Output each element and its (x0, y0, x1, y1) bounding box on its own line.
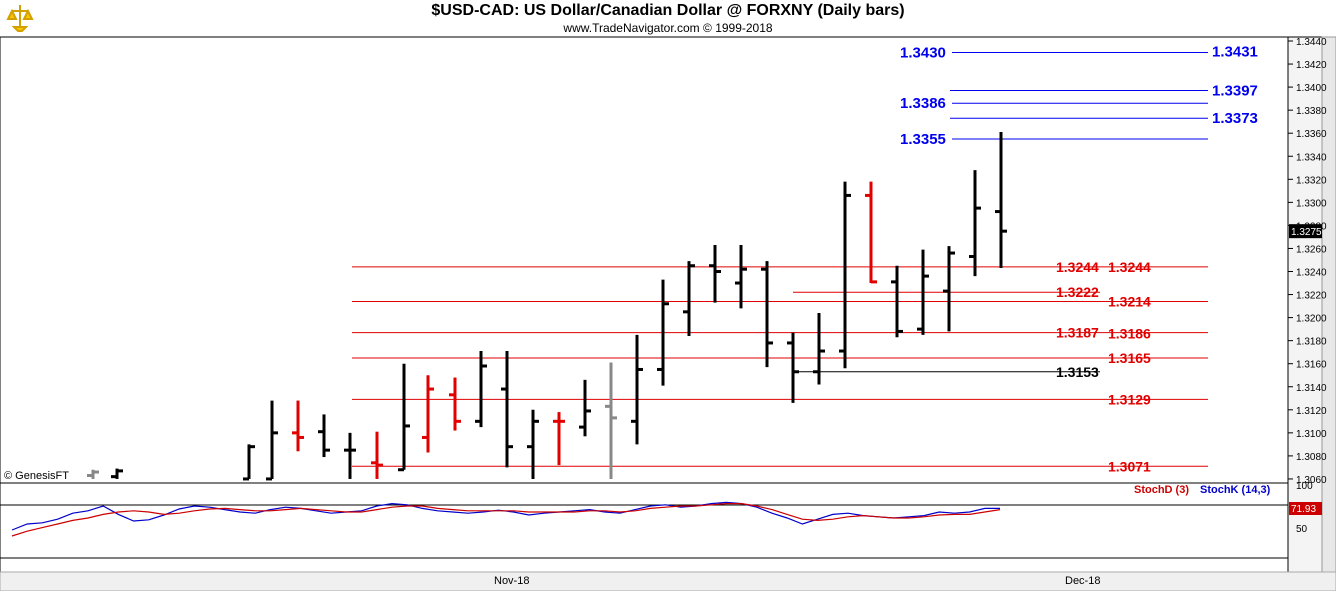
level-label: 1.3214 (1108, 293, 1151, 309)
ohlc-bar (243, 444, 255, 481)
level-label: 1.3244 (1108, 259, 1151, 275)
level-label: 1.3397 (1212, 83, 1258, 100)
ohlc-bar (891, 265, 903, 338)
ohlc-bar (344, 432, 356, 479)
ohlc-bar (371, 431, 383, 479)
ohlc-bar (579, 379, 591, 437)
ohlc-bar (475, 351, 487, 428)
y-tick-label: 1.3440 (1296, 37, 1327, 48)
x-tick-label: Dec-18 (1065, 575, 1100, 587)
ohlc-bar (943, 246, 955, 332)
level-label: 1.3386 (900, 95, 946, 112)
ohlc-bar (839, 181, 851, 369)
chart-subtitle: www.TradeNavigator.com © 1999-2018 (563, 21, 773, 35)
ohlc-bar (553, 412, 565, 466)
ohlc-bar (969, 170, 981, 277)
legend-stochd: StochD (3) (1134, 484, 1189, 496)
last-price-box (1289, 224, 1322, 239)
ohlc-bar (917, 249, 929, 335)
ohlc-bar (813, 312, 825, 385)
ohlc-bar (266, 400, 278, 481)
ohlc-bar (995, 132, 1007, 269)
level-label: 1.3222 (1056, 284, 1099, 300)
legend-stochk: StochK (14,3) (1200, 484, 1271, 496)
y-tick-label: 1.3200 (1296, 314, 1327, 325)
y-tick-label: 1.3160 (1296, 360, 1327, 371)
y-tick-label: 1.3260 (1296, 244, 1327, 255)
y-tick-label: 1.3180 (1296, 337, 1327, 348)
y-tick-label: 1.3380 (1296, 106, 1327, 117)
y-tick-label: 1.3080 (1296, 452, 1327, 463)
chart-frame (0, 36, 1336, 591)
level-label: 1.3186 (1108, 326, 1151, 342)
y-tick-label: 1.3140 (1296, 383, 1327, 394)
horizontal-scrollbar (0, 571, 1336, 591)
ohlc-bar (735, 244, 747, 309)
ohlc-bar (111, 468, 123, 479)
y-tick-label: 1.3360 (1296, 129, 1327, 140)
x-tick-label: Nov-18 (494, 575, 529, 587)
ohlc-bar (398, 363, 410, 472)
y-tick-label: 1.3120 (1296, 406, 1327, 417)
price-axis: 1.3440 1.3420 1.3400 1.3380 1.3360 1.3340 1.33… (1288, 37, 1327, 486)
y-tick-label: 1.3320 (1296, 175, 1327, 186)
level-label: 1.3355 (900, 131, 946, 148)
y-tick-label: 1.3420 (1296, 60, 1327, 71)
stoch-tick-label: 50 (1296, 524, 1308, 535)
stochastic-panel: 100 50 71.93 StochD (3) StochK (14,3) (0, 481, 1322, 537)
y-tick-label: 1.3060 (1296, 475, 1327, 486)
scrollbar (1321, 36, 1336, 573)
level-label: 1.3129 (1108, 391, 1151, 407)
chart-title: $USD-CAD: US Dollar/Canadian Dollar @ FO… (431, 2, 905, 19)
ohlc-bar (865, 181, 877, 284)
ohlc-bar (292, 400, 304, 452)
level-label: 1.3430 (900, 45, 946, 62)
chart-header: $USD-CAD: US Dollar/Canadian Dollar @ FO… (0, 0, 1336, 37)
ohlc-bar (87, 469, 99, 479)
ohlc-bar (787, 332, 799, 403)
ohlc-bar (527, 409, 539, 479)
ohlc-bars (87, 132, 1007, 481)
y-tick-label: 1.3300 (1296, 198, 1327, 209)
y-tick-label: 1.3220 (1296, 291, 1327, 302)
stoch-line (11, 503, 1001, 537)
stoch-last-label: 71.93 (1291, 504, 1316, 515)
stoch-tick-label: 100 (1296, 481, 1313, 492)
ohlc-bar (657, 279, 669, 386)
ohlc-bar (501, 351, 513, 468)
level-label: 1.3431 (1212, 43, 1258, 60)
ohlc-bar (709, 244, 721, 303)
y-tick-label: 1.3100 (1296, 429, 1327, 440)
level-label: 1.3244 (1056, 259, 1099, 275)
last-price-label: 1.3275 (1291, 227, 1322, 238)
ohlc-bar (449, 377, 461, 431)
ohlc-bar (683, 261, 695, 337)
level-label: 1.3165 (1108, 350, 1151, 366)
y-tick-label: 1.3240 (1296, 268, 1327, 279)
ohlc-bar (631, 334, 643, 445)
level-label: 1.3373 (1212, 110, 1258, 127)
ohlc-bar (422, 375, 434, 453)
level-label: 1.3187 (1056, 325, 1099, 341)
ohlc-bar (761, 261, 773, 368)
ohlc-bar (605, 362, 617, 479)
stoch-last-box (1289, 502, 1322, 515)
y-tick-label: 1.3340 (1296, 152, 1327, 163)
level-label: 1.3071 (1108, 458, 1151, 474)
watermark: © GenesisFT (4, 470, 69, 482)
price-levels: 1.3430 1.3431 1.3397 1.3386 1.3373 1.3355 1.32… (352, 43, 1258, 474)
plot-border (0, 36, 1289, 573)
y-tick-label: 1.3400 (1296, 83, 1327, 94)
level-label: 1.3153 (1056, 364, 1099, 380)
ohlc-bar (318, 414, 330, 458)
trade-navigator-logo (4, 3, 36, 33)
date-axis: Nov-18 Dec-18 (494, 575, 1100, 587)
